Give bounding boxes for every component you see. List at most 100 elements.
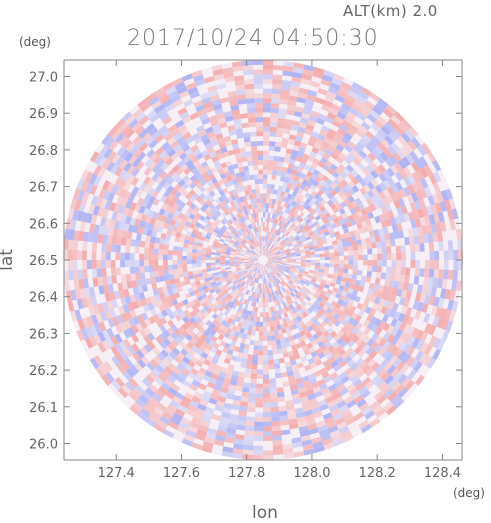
velocity-cell [189, 310, 197, 317]
velocity-cell [255, 402, 263, 408]
velocity-cell [336, 421, 348, 430]
velocity-cell [74, 199, 82, 211]
velocity-cell [159, 170, 168, 180]
velocity-cell [281, 347, 288, 354]
velocity-cell [162, 329, 171, 338]
velocity-cell [292, 368, 300, 375]
velocity-cell [255, 262, 260, 266]
velocity-cell [283, 128, 291, 135]
velocity-cell [369, 109, 380, 120]
velocity-cell [282, 272, 287, 277]
velocity-cell [265, 316, 270, 322]
velocity-cell [272, 79, 282, 85]
velocity-cell [394, 125, 405, 136]
velocity-cell [273, 234, 278, 240]
velocity-cell [165, 234, 172, 241]
velocity-cell [215, 210, 222, 217]
velocity-cell [252, 193, 257, 199]
velocity-cell [291, 290, 297, 296]
velocity-cell [229, 302, 235, 308]
velocity-cell [72, 240, 79, 251]
velocity-cell [209, 304, 216, 311]
velocity-cell [248, 122, 257, 128]
velocity-cell [365, 164, 375, 174]
velocity-cell [239, 253, 245, 257]
velocity-cell [255, 188, 260, 194]
velocity-cell [124, 128, 136, 139]
velocity-cell [265, 251, 269, 257]
velocity-cell [274, 368, 281, 374]
velocity-cell [224, 332, 231, 339]
velocity-cell [370, 316, 378, 325]
velocity-cell [314, 96, 325, 105]
velocity-cell [329, 310, 337, 317]
velocity-cell [263, 450, 274, 456]
velocity-cell [401, 132, 412, 144]
velocity-cell [201, 172, 209, 180]
velocity-cell [154, 237, 161, 244]
velocity-cell [370, 324, 379, 333]
velocity-cell [99, 363, 109, 375]
velocity-cell [318, 428, 330, 437]
velocity-cell [275, 273, 280, 278]
velocity-cell [119, 159, 129, 170]
velocity-cell [243, 314, 249, 320]
velocity-cell [310, 173, 318, 181]
velocity-cell [339, 294, 346, 302]
velocity-cell [223, 232, 229, 237]
velocity-cell [327, 345, 335, 353]
velocity-cell [255, 393, 263, 399]
velocity-cell [426, 224, 433, 234]
velocity-cell [209, 329, 217, 336]
velocity-cell [264, 269, 266, 275]
velocity-cell [261, 221, 263, 227]
velocity-cell [176, 148, 185, 157]
velocity-cell [245, 252, 250, 255]
velocity-cell [305, 260, 311, 263]
velocity-cell [282, 285, 287, 291]
velocity-cell [261, 279, 263, 284]
velocity-cell [245, 425, 255, 432]
velocity-cell [99, 145, 109, 157]
velocity-cell [278, 357, 285, 364]
velocity-cell [331, 171, 340, 179]
velocity-cell [310, 209, 317, 216]
velocity-cell [276, 278, 281, 284]
velocity-cell [217, 334, 225, 341]
velocity-cell [244, 261, 249, 263]
velocity-cell [191, 285, 198, 291]
velocity-cell [374, 167, 383, 177]
velocity-cell [276, 214, 281, 220]
velocity-cell [239, 342, 246, 349]
velocity-cell [244, 170, 250, 177]
velocity-cell [184, 364, 193, 372]
velocity-cell [263, 169, 268, 175]
velocity-cell [263, 454, 274, 460]
velocity-cell [276, 265, 281, 268]
velocity-cell [299, 269, 305, 274]
velocity-cell [270, 296, 275, 302]
velocity-cell [238, 371, 246, 378]
velocity-cell [358, 108, 370, 118]
velocity-cell [254, 262, 259, 265]
velocity-cell [428, 324, 437, 336]
velocity-cell [274, 300, 278, 306]
velocity-cell [382, 179, 391, 189]
velocity-cell [208, 135, 217, 143]
velocity-cell [199, 236, 206, 241]
velocity-cell [343, 336, 352, 345]
velocity-cell [217, 117, 227, 125]
velocity-cell [385, 352, 394, 362]
velocity-cell [166, 177, 175, 186]
velocity-cell [229, 379, 238, 386]
velocity-cell [398, 321, 407, 332]
velocity-cell [286, 370, 294, 377]
velocity-cell [348, 387, 359, 396]
velocity-cell [359, 187, 367, 196]
velocity-cell [220, 257, 225, 260]
velocity-cell [270, 330, 275, 336]
velocity-cell [390, 192, 398, 202]
velocity-cell [231, 452, 243, 459]
velocity-cell [272, 258, 278, 260]
velocity-cell [165, 217, 172, 225]
